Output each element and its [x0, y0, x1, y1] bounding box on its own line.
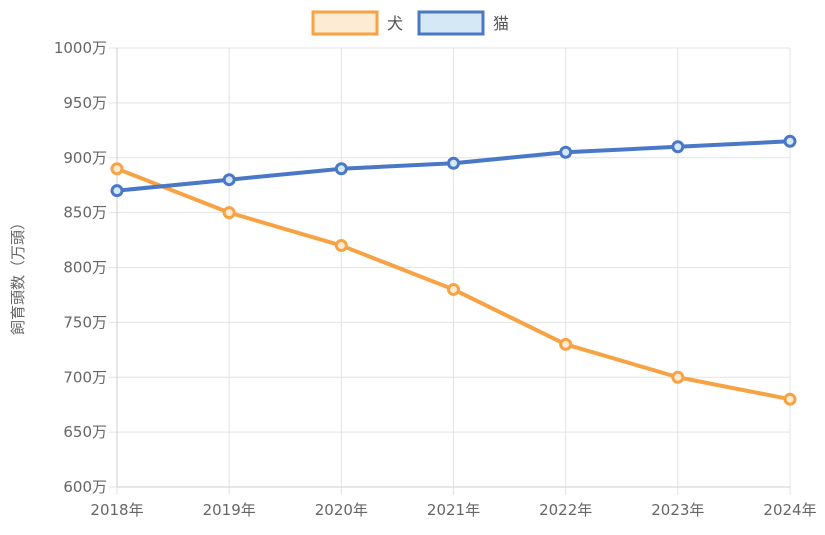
data-point[interactable] [671, 370, 685, 384]
x-tick-label: 2022年 [539, 501, 592, 519]
legend[interactable]: 犬猫 [311, 10, 509, 36]
legend-item-2[interactable]: 猫 [417, 10, 509, 36]
legend-item-1[interactable]: 犬 [311, 10, 403, 36]
legend-swatch [417, 10, 485, 36]
x-tick-label: 2024年 [763, 501, 816, 519]
series-2 [110, 134, 797, 198]
legend-swatch [311, 10, 379, 36]
axes: 600万 650万 700万 750万 800万 850万 900万 950万 1000万 201… [54, 39, 817, 519]
series [110, 134, 797, 406]
data-point[interactable] [447, 282, 460, 296]
data-point[interactable] [783, 134, 797, 148]
grid [109, 47, 791, 495]
y-tick-label: 750万 [63, 313, 107, 331]
x-tick-label: 2021年 [427, 501, 480, 519]
y-tick-label: 950万 [63, 94, 107, 112]
data-point[interactable] [222, 173, 236, 187]
data-point[interactable] [110, 184, 124, 198]
data-point[interactable] [559, 145, 573, 159]
y-tick-label: 600万 [63, 478, 107, 496]
data-point[interactable] [783, 392, 797, 406]
y-tick-label: 700万 [63, 368, 107, 386]
x-tick-label: 2020年 [315, 501, 368, 519]
y-tick-label: 900万 [63, 149, 107, 167]
legend-label: 犬 [387, 14, 403, 33]
data-point[interactable] [559, 337, 573, 351]
y-tick-label: 800万 [63, 259, 107, 277]
y-tick-label: 850万 [63, 204, 107, 222]
y-tick-label: 650万 [63, 423, 107, 441]
data-point[interactable] [110, 162, 124, 176]
x-tick-label: 2019年 [203, 501, 256, 519]
legend-label: 猫 [493, 14, 509, 33]
x-tick-label: 2018年 [90, 501, 143, 519]
y-tick-label: 1000万 [54, 39, 107, 57]
y-axis-title: 飼育頭数（万頭） [9, 215, 27, 335]
data-point[interactable] [334, 162, 348, 176]
data-point[interactable] [334, 239, 348, 253]
x-tick-label: 2023年 [651, 501, 704, 519]
data-point[interactable] [447, 156, 460, 170]
data-point[interactable] [222, 206, 236, 220]
data-point[interactable] [671, 140, 685, 154]
series-1 [110, 162, 797, 406]
